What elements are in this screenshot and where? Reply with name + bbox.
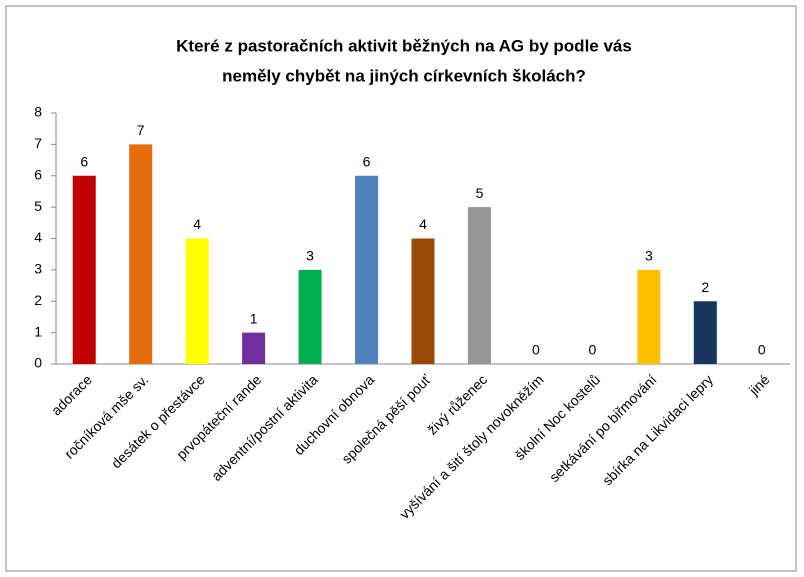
y-tick-label: 5 <box>34 198 42 214</box>
chart-title: Které z pastoračních aktivit běžných na … <box>176 36 632 55</box>
data-label: 4 <box>193 216 201 232</box>
data-label: 7 <box>137 122 145 138</box>
y-tick-label: 3 <box>34 261 42 277</box>
data-label: 5 <box>476 185 484 201</box>
data-label: 3 <box>306 248 314 264</box>
data-label: 6 <box>80 153 88 169</box>
bar <box>129 144 153 364</box>
y-tick-label: 0 <box>34 355 42 371</box>
bar <box>637 269 661 364</box>
data-label: 0 <box>758 342 766 358</box>
y-tick-label: 7 <box>34 135 42 151</box>
bar <box>298 269 322 364</box>
chart-title: neměly chybět na jiných církevních školá… <box>222 66 586 85</box>
data-label: 1 <box>250 310 258 326</box>
bar <box>411 238 435 364</box>
y-tick-label: 6 <box>34 166 42 182</box>
data-label: 0 <box>588 342 596 358</box>
bar <box>242 332 266 364</box>
y-tick-label: 1 <box>34 323 42 339</box>
bar <box>467 207 491 364</box>
data-label: 3 <box>645 248 653 264</box>
bar <box>693 301 717 364</box>
bar <box>185 238 209 364</box>
bar <box>355 175 379 364</box>
chart-frame <box>5 5 797 572</box>
bar <box>72 175 96 364</box>
y-tick-label: 8 <box>34 104 42 120</box>
data-label: 2 <box>701 279 709 295</box>
y-tick-label: 2 <box>34 292 42 308</box>
data-label: 4 <box>419 216 427 232</box>
data-label: 6 <box>363 153 371 169</box>
data-label: 0 <box>532 342 540 358</box>
y-tick-label: 4 <box>34 229 42 245</box>
